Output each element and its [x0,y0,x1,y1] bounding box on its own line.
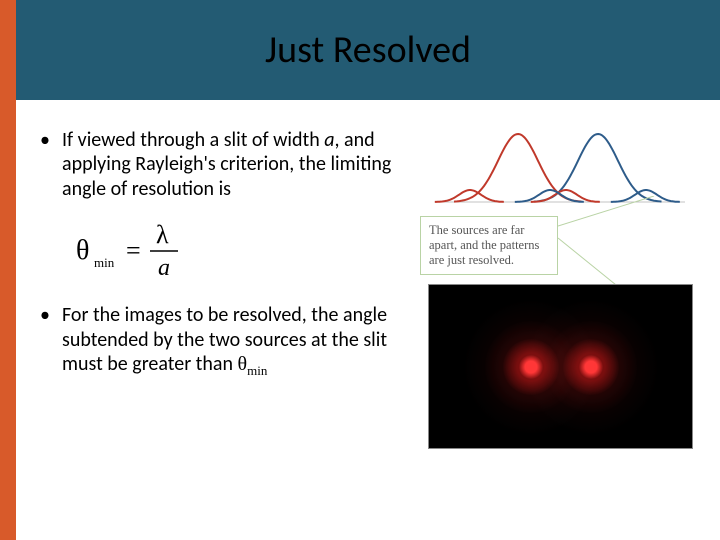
formula-sub: min [94,255,115,270]
bullet-2: For the images to be resolved, the angle… [36,303,396,379]
var-a: a [324,128,334,152]
callout-leader-lines [558,216,688,276]
formula-theta-min: θ min = λ a [74,219,396,285]
formula-eq: = [126,236,141,265]
bullet-list: If viewed through a slit of width a, and… [36,128,396,379]
bullet-1: If viewed through a slit of width a, and… [36,128,396,201]
callout-wrap: The sources are far apart, and the patte… [420,216,700,276]
bullet-2-theta: θ [238,353,248,375]
callout-box: The sources are far apart, and the patte… [420,216,558,275]
diffraction-pattern [428,284,693,449]
slide-title: Just Resolved [265,27,471,73]
bullet-2-text: For the images to be resolved, the angle… [62,303,387,376]
right-figures: The sources are far apart, and the patte… [420,120,700,449]
leader-line-1 [558,196,654,226]
formula-lambda: λ [156,220,169,249]
bullet-2-sub: min [247,363,267,378]
callout-text: The sources are far apart, and the patte… [429,223,539,267]
formula-denom: a [158,255,170,281]
left-rail [0,0,16,540]
title-band: Just Resolved [16,0,720,100]
formula-theta: θ [76,235,89,266]
bullet-1-text-a: If viewed through a slit of width [62,128,324,152]
slide: Just Resolved If viewed through a slit o… [0,0,720,540]
formula-svg: θ min = λ a [74,219,244,285]
